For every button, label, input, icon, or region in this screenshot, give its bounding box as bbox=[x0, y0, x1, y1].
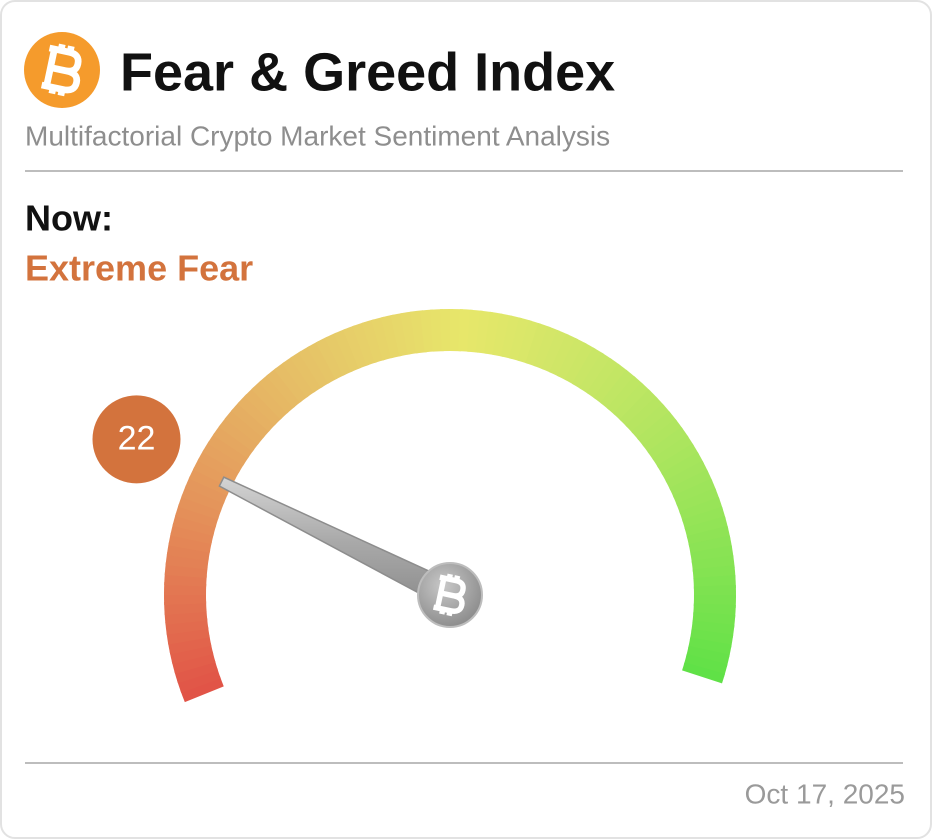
title: Fear & Greed Index bbox=[120, 42, 615, 102]
now-label: Now: bbox=[25, 198, 113, 239]
value-label: 22 bbox=[118, 419, 156, 457]
bitcoin-glyph bbox=[432, 573, 466, 617]
subtitle: Multifactorial Crypto Market Sentiment A… bbox=[25, 120, 610, 151]
bitcoin-icon bbox=[40, 43, 82, 97]
date: Oct 17, 2025 bbox=[745, 778, 905, 809]
bitcoin-glyph bbox=[40, 43, 82, 97]
value-bubble bbox=[92, 395, 181, 484]
bitcoin-icon bbox=[432, 573, 466, 617]
gauge-arc-segment bbox=[682, 662, 725, 684]
classification: Extreme Fear bbox=[25, 248, 253, 289]
